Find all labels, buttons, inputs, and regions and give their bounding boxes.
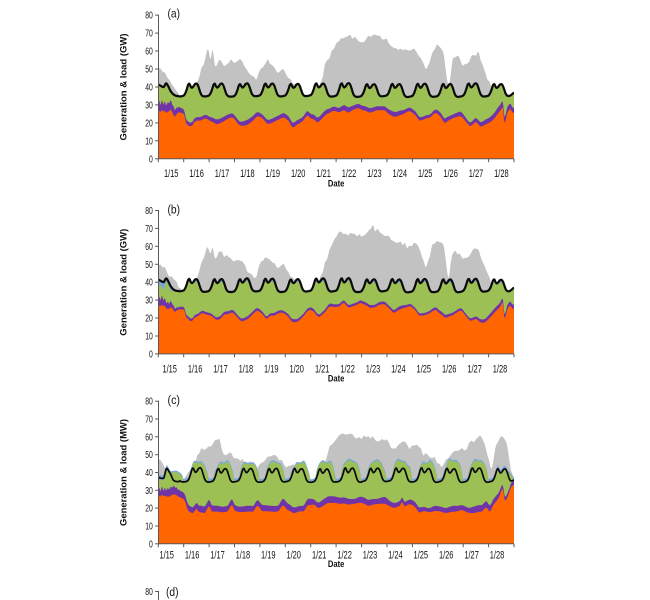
svg-text:1/20: 1/20 [286,550,301,562]
svg-text:1/25: 1/25 [417,364,432,376]
svg-text:1/15: 1/15 [164,168,179,180]
svg-text:(b): (b) [168,202,181,216]
svg-text:1/18: 1/18 [236,550,251,562]
svg-text:1/19: 1/19 [264,364,279,376]
svg-text:Date: Date [328,179,345,190]
svg-text:80: 80 [145,206,153,217]
svg-text:1/25: 1/25 [418,168,433,180]
svg-text:60: 60 [145,47,153,58]
svg-text:60: 60 [145,242,153,253]
svg-text:80: 80 [145,587,153,598]
svg-text:1/24: 1/24 [391,364,406,376]
svg-text:1/15: 1/15 [159,550,174,562]
svg-text:(a): (a) [168,6,181,20]
svg-text:1/26: 1/26 [443,168,458,180]
svg-text:50: 50 [145,450,153,461]
svg-text:1/21: 1/21 [312,550,327,562]
svg-text:1/16: 1/16 [185,550,200,562]
svg-text:1/25: 1/25 [414,550,429,562]
svg-text:1/28: 1/28 [490,550,505,562]
svg-text:1/23: 1/23 [367,168,382,180]
svg-text:0: 0 [149,539,153,550]
svg-text:50: 50 [145,260,153,271]
svg-text:1/18: 1/18 [239,364,254,376]
svg-text:1/22: 1/22 [337,550,352,562]
svg-text:40: 40 [145,468,153,479]
svg-text:1/17: 1/17 [213,364,228,376]
svg-text:40: 40 [145,83,153,94]
svg-text:1/19: 1/19 [266,168,281,180]
svg-text:1/17: 1/17 [210,550,225,562]
svg-text:10: 10 [145,136,153,147]
svg-text:Date: Date [328,559,345,570]
svg-text:1/28: 1/28 [494,168,509,180]
svg-text:Generation & load (GW): Generation & load (GW) [119,229,130,336]
svg-text:80: 80 [145,397,153,408]
svg-text:1/24: 1/24 [393,168,408,180]
svg-text:1/22: 1/22 [342,168,357,180]
svg-text:1/22: 1/22 [340,364,355,376]
svg-text:1/17: 1/17 [215,168,230,180]
svg-text:Date: Date [328,374,345,385]
svg-text:1/16: 1/16 [189,168,204,180]
svg-text:0: 0 [149,349,153,360]
svg-text:20: 20 [145,314,153,325]
svg-text:1/23: 1/23 [363,550,378,562]
svg-text:1/20: 1/20 [291,168,306,180]
svg-text:1/20: 1/20 [289,364,304,376]
svg-text:70: 70 [145,29,153,40]
svg-text:0: 0 [149,154,153,165]
svg-text:20: 20 [145,504,153,515]
svg-text:1/27: 1/27 [464,550,479,562]
svg-text:1/27: 1/27 [467,364,482,376]
svg-text:(c): (c) [168,393,181,407]
svg-text:1/21: 1/21 [316,168,331,180]
svg-text:40: 40 [145,278,153,289]
svg-text:Generation & load (MW): Generation & load (MW) [119,419,130,526]
svg-text:1/21: 1/21 [315,364,330,376]
svg-text:1/18: 1/18 [240,168,255,180]
svg-text:80: 80 [145,11,153,22]
svg-text:1/26: 1/26 [439,550,454,562]
svg-text:10: 10 [145,522,153,533]
svg-text:1/23: 1/23 [366,364,381,376]
svg-text:1/16: 1/16 [188,364,203,376]
svg-text:1/24: 1/24 [388,550,403,562]
svg-text:60: 60 [145,432,153,443]
svg-text:(d): (d) [166,585,179,599]
svg-text:30: 30 [145,100,153,111]
svg-text:Generation & load (GW): Generation & load (GW) [119,34,130,141]
svg-text:20: 20 [145,118,153,129]
svg-text:1/26: 1/26 [442,364,457,376]
svg-text:50: 50 [145,65,153,76]
svg-text:10: 10 [145,332,153,343]
svg-text:1/28: 1/28 [493,364,508,376]
svg-text:70: 70 [145,415,153,426]
svg-text:30: 30 [145,296,153,307]
svg-text:1/15: 1/15 [162,364,177,376]
svg-text:1/19: 1/19 [261,550,276,562]
svg-text:30: 30 [145,486,153,497]
svg-text:1/27: 1/27 [469,168,484,180]
svg-text:70: 70 [145,224,153,235]
